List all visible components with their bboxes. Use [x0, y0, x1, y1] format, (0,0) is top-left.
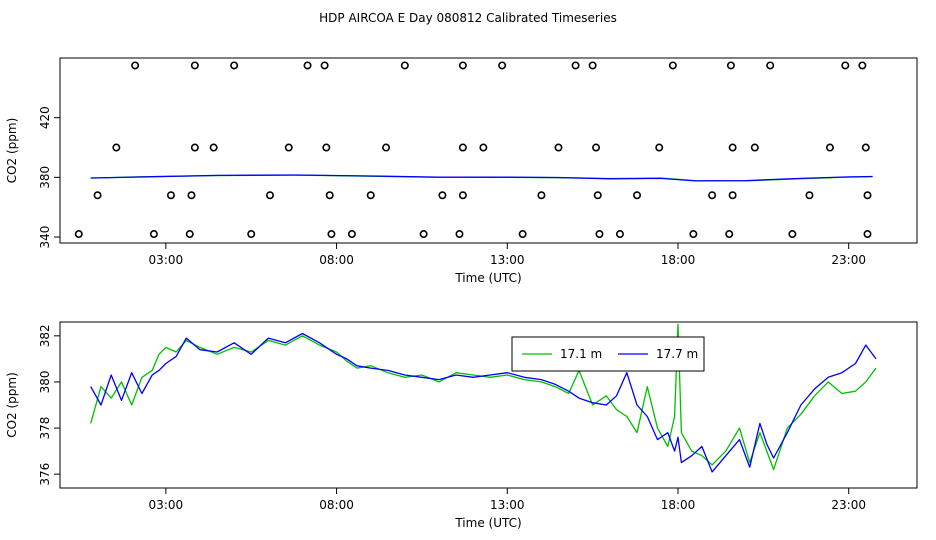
calibration-point [726, 61, 735, 70]
calibration-point [166, 191, 175, 200]
legend-label-0: 17.1 m [560, 347, 602, 361]
calibration-point [458, 143, 467, 152]
calibration-point [725, 230, 734, 239]
calibration-point [728, 143, 737, 152]
calibration-point [400, 61, 409, 70]
calibration-point [382, 143, 391, 152]
x-tick-label: 13:00 [490, 253, 525, 267]
calibration-point [303, 61, 312, 70]
x-axis-label: Time (UTC) [454, 271, 521, 285]
x-tick-label: 13:00 [490, 498, 525, 512]
y-tick-label: 380 [38, 166, 52, 189]
calibration-point [766, 61, 775, 70]
calibration-point [247, 230, 256, 239]
calibration-point [858, 61, 867, 70]
x-tick-label: 03:00 [149, 498, 184, 512]
plot-frame [59, 57, 918, 244]
calibration-point [588, 61, 597, 70]
calibration-point [284, 143, 293, 152]
y-tick-label: 420 [38, 106, 52, 129]
calibration-point [571, 61, 580, 70]
calibration-point [615, 230, 624, 239]
calibration-point [841, 61, 850, 70]
y-tick-label: 378 [38, 417, 52, 440]
x-tick-label: 18:00 [661, 253, 696, 267]
calibration-point [320, 61, 329, 70]
calibration-point [265, 191, 274, 200]
calibration-point [325, 191, 334, 200]
series-line-0 [90, 323, 877, 471]
calibration-point [149, 230, 158, 239]
calibration-point [209, 143, 218, 152]
calibration-point [190, 143, 199, 152]
y-tick-label: 382 [38, 324, 52, 347]
calibration-point [455, 230, 464, 239]
calibration-point [498, 61, 507, 70]
calibration-point [593, 191, 602, 200]
calibration-point [518, 230, 527, 239]
calibration-point [537, 191, 546, 200]
calibration-point [327, 230, 336, 239]
x-tick-label: 08:00 [319, 498, 354, 512]
bottom-panel: 03:00 08:00 13:00 18:00 23:00 376 378 380 382 Tim… [5, 321, 918, 530]
x-tick-label: 23:00 [831, 498, 866, 512]
calibration-point [74, 230, 83, 239]
x-tick-label: 18:00 [661, 498, 696, 512]
series-line-1 [90, 332, 877, 473]
calibration-point [458, 191, 467, 200]
y-tick-label: 340 [38, 226, 52, 249]
calibration-point [633, 191, 642, 200]
calibration-point [728, 191, 737, 200]
x-tick-label: 03:00 [149, 253, 184, 267]
series-line-1 [90, 174, 873, 182]
calibration-point [861, 143, 870, 152]
x-tick-label: 08:00 [319, 253, 354, 267]
x-axis-label: Time (UTC) [454, 516, 521, 530]
legend: 17.1 m 17.7 m [511, 336, 705, 372]
y-tick-label: 376 [38, 463, 52, 486]
calibration-point [863, 230, 872, 239]
figure-title: HDP AIRCOA E Day 080812 Calibrated Times… [319, 11, 617, 25]
calibration-point [689, 230, 698, 239]
top-panel: 03:00 08:00 13:00 18:00 23:00 340 380 420 Time (… [5, 57, 918, 285]
calibration-point [322, 143, 331, 152]
calibration-point [347, 230, 356, 239]
legend-label-1: 17.7 m [656, 347, 698, 361]
calibration-point [863, 191, 872, 200]
calibration-point [825, 143, 834, 152]
calibration-point [805, 191, 814, 200]
calibration-point [668, 61, 677, 70]
calibration-point [190, 61, 199, 70]
calibration-point [554, 143, 563, 152]
calibration-point [131, 61, 140, 70]
calibration-point [458, 61, 467, 70]
calibration-point [479, 143, 488, 152]
calibration-point [788, 230, 797, 239]
calibration-point [708, 191, 717, 200]
y-tick-label: 380 [38, 370, 52, 393]
calibration-point [230, 61, 239, 70]
x-tick-label: 23:00 [831, 253, 866, 267]
calibration-point [750, 143, 759, 152]
calibration-point [419, 230, 428, 239]
calibration-point [93, 191, 102, 200]
calibration-point [438, 191, 447, 200]
calibration-point [187, 191, 196, 200]
y-axis-label: CO2 (ppm) [5, 118, 19, 184]
calibration-point [592, 143, 601, 152]
calibration-point [366, 191, 375, 200]
calibration-point [595, 230, 604, 239]
y-axis-label: CO2 (ppm) [5, 372, 19, 438]
calibration-point [655, 143, 664, 152]
calibration-point [185, 230, 194, 239]
calibration-point [112, 143, 121, 152]
plot-frame [59, 321, 918, 489]
